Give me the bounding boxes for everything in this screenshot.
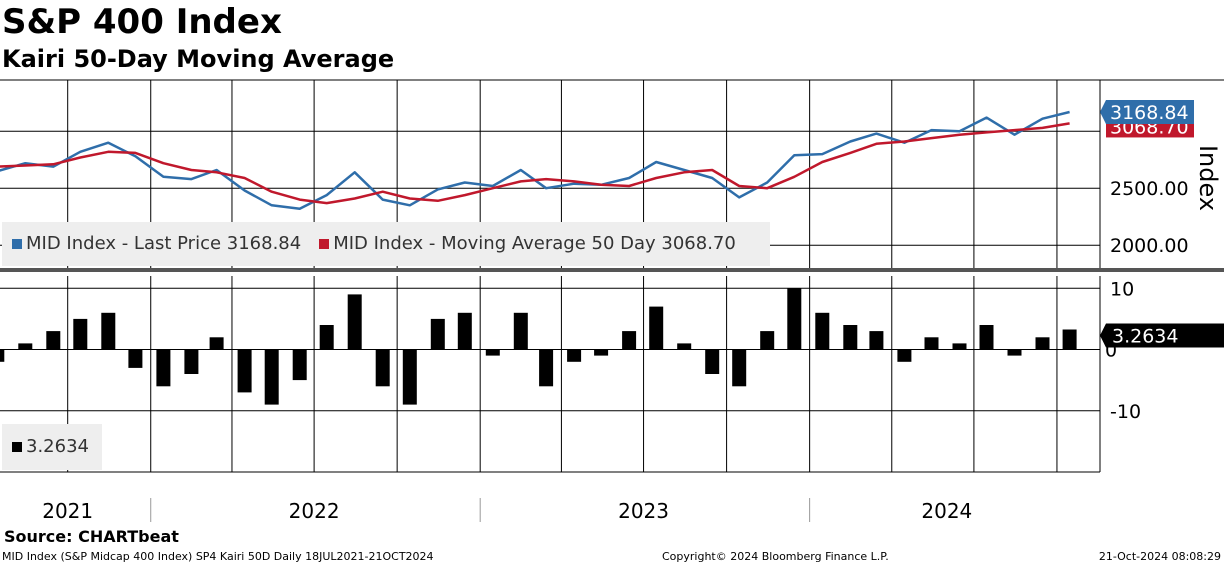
- chart-title: S&P 400 Index: [2, 2, 282, 42]
- kairi-bar: [402, 349, 417, 405]
- kairi-bar: [594, 349, 609, 356]
- kairi-bar: [430, 318, 445, 350]
- legend-swatch-ma: [319, 239, 330, 249]
- kairi-bar: [513, 312, 528, 350]
- kairi-bar: [1007, 349, 1022, 356]
- x-tick-label: 2022: [289, 499, 340, 523]
- kairi-bar: [184, 349, 199, 374]
- kairi-last-value-badge: [1100, 323, 1224, 348]
- kairi-bar: [760, 331, 775, 350]
- kairi-bar: [457, 312, 472, 350]
- kairi-bar: [567, 349, 582, 362]
- kairi-bar: [869, 331, 884, 350]
- kairi-bar: [677, 343, 692, 350]
- kairi-bar: [292, 349, 307, 381]
- kairi-bar: [156, 349, 171, 387]
- kairi-bar: [101, 312, 116, 350]
- lower-ytick-label: 10: [1110, 278, 1134, 300]
- kairi-bar: [539, 349, 554, 387]
- price-last-value-badge: [1100, 100, 1194, 125]
- kairi-bar: [264, 349, 279, 405]
- legend-swatch-kairi: [12, 442, 22, 452]
- kairi-last-value-label: 3.2634: [1112, 326, 1178, 348]
- footer-copyright: Copyright© 2024 Bloomberg Finance L.P.: [662, 550, 889, 563]
- x-tick-label: 2021: [42, 499, 93, 523]
- upper-ytick-label: 2000.00: [1110, 235, 1189, 257]
- kairi-bar: [897, 349, 912, 362]
- kairi-bar: [237, 349, 252, 393]
- upper-panel-series: [0, 110, 1070, 211]
- kairi-bar: [732, 349, 747, 387]
- axes: [0, 79, 1224, 522]
- kairi-bar: [46, 331, 61, 350]
- legend-price-label: MID Index - Last Price 3168.84: [26, 233, 302, 254]
- kairi-bar: [649, 306, 664, 350]
- kairi-bar: [979, 325, 994, 350]
- legend-swatch-price: [12, 239, 22, 249]
- legend-kairi-label: 3.2634: [26, 436, 89, 457]
- legend-ma-label: MID Index - Moving Average 50 Day 3068.7…: [333, 233, 736, 254]
- price-last-value-label: 3168.84: [1110, 102, 1189, 124]
- kairi-bar: [705, 349, 720, 374]
- kairi-bar: [787, 288, 802, 350]
- kairi-bar: [128, 349, 143, 368]
- panel-divider: [0, 268, 1224, 272]
- kairi-bar: [815, 312, 830, 350]
- lower-ytick-label: -10: [1110, 401, 1141, 423]
- price-line: [0, 110, 1070, 211]
- kairi-bar: [375, 349, 390, 387]
- kairi-bar: [0, 349, 5, 362]
- kairi-bar: [18, 343, 33, 350]
- upper-ytick-label: 2500.00: [1110, 178, 1189, 200]
- kairi-bar: [622, 331, 637, 350]
- kairi-bar: [1035, 337, 1050, 350]
- kairi-bar: [952, 343, 967, 350]
- kairi-bar: [485, 349, 500, 356]
- kairi-bar: [73, 318, 88, 350]
- kairi-bar: [347, 294, 362, 350]
- legend-lower: 3.2634: [2, 424, 102, 470]
- kairi-bar: [1062, 329, 1077, 350]
- upper-ylabel: Index: [1194, 145, 1222, 211]
- kairi-bars: [0, 288, 1077, 405]
- kairi-bar: [924, 337, 939, 350]
- x-tick-label: 2024: [921, 499, 972, 523]
- source-note: Source: CHARTbeat: [4, 527, 179, 546]
- x-tick-label: 2023: [618, 499, 669, 523]
- kairi-bar: [843, 325, 858, 350]
- kairi-bar: [209, 337, 224, 350]
- moving-average-line: [0, 122, 1070, 205]
- kairi-bar: [319, 325, 334, 350]
- footer-description: MID Index (S&P Midcap 400 Index) SP4 Kai…: [2, 550, 434, 563]
- chart-subtitle: Kairi 50-Day Moving Average: [2, 45, 395, 73]
- footer-timestamp: 21-Oct-2024 08:08:29: [1098, 550, 1221, 563]
- legend-upper: MID Index - Last Price 3168.84 MID Index …: [2, 222, 770, 266]
